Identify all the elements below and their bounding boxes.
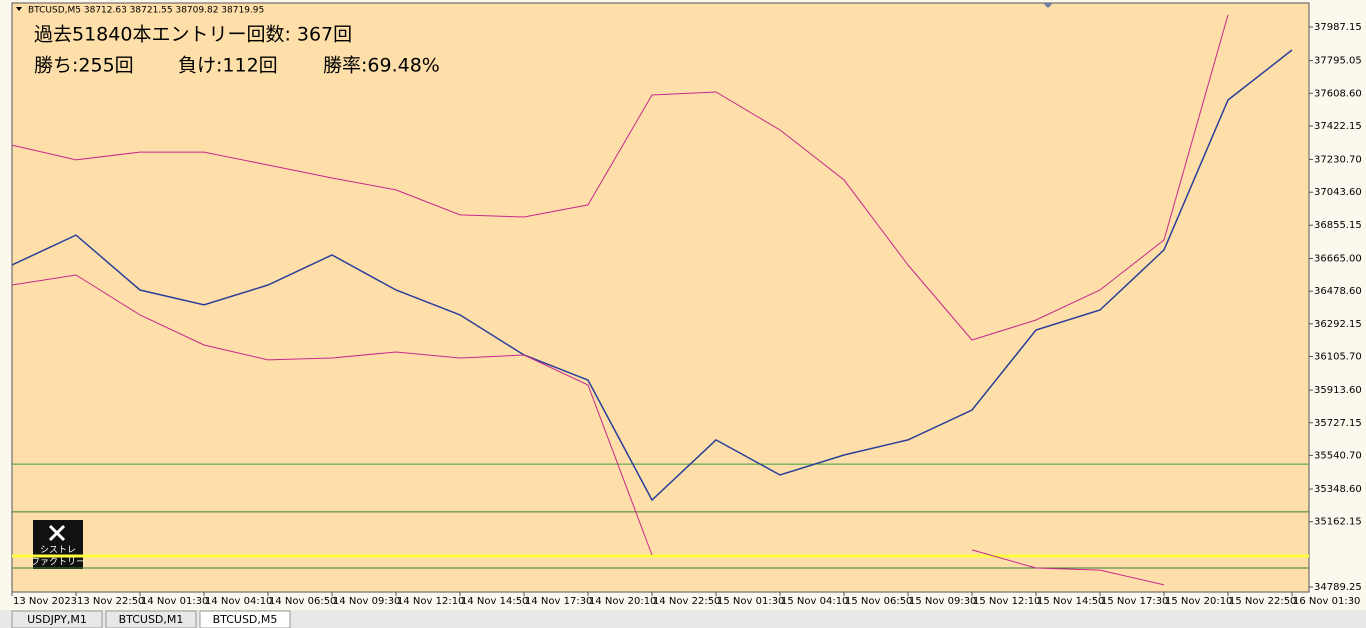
logo-text: シストレ <box>40 546 76 556</box>
plot-area <box>11 2 1310 593</box>
x-tick-label: 14 Nov 01:30 <box>141 596 208 607</box>
x-tick-label: 14 Nov 14:50 <box>461 596 528 607</box>
tab[interactable] <box>105 610 197 628</box>
tab[interactable] <box>199 610 291 628</box>
y-tick-label: 35727.15 <box>1314 418 1362 429</box>
x-tick-label: 15 Nov 17:30 <box>1101 596 1168 607</box>
x-tick-label: 15 Nov 22:50 <box>1229 596 1296 607</box>
x-tick-label: 15 Nov 12:10 <box>973 596 1040 607</box>
x-tick-label: 14 Nov 04:10 <box>205 596 272 607</box>
y-tick-label: 35162.15 <box>1314 517 1362 528</box>
x-tick-label: 13 Nov 22:50 <box>77 596 144 607</box>
stats-rate: 勝率:69.48% <box>323 55 440 77</box>
logo-box <box>33 520 83 569</box>
y-tick-label: 37608.60 <box>1314 88 1362 99</box>
tab[interactable] <box>11 610 103 628</box>
y-tick-label: 37987.15 <box>1314 22 1362 33</box>
tab-bar <box>0 610 1366 628</box>
x-tick-label: 14 Nov 12:10 <box>397 596 464 607</box>
shift-marker <box>1043 3 1053 8</box>
y-tick-label: 36665.00 <box>1314 254 1362 265</box>
x-tick-label: 14 Nov 06:50 <box>269 596 336 607</box>
series-line <box>12 49 1293 502</box>
y-tick-label: 35540.70 <box>1314 450 1362 461</box>
tab-label[interactable]: BTCUSD,M1 <box>119 613 184 626</box>
series-line <box>12 274 1165 586</box>
y-tick-label: 36478.60 <box>1314 286 1362 297</box>
y-tick-label: 37043.60 <box>1314 187 1362 198</box>
chart-header: BTCUSD,M5 38712.63 38721.55 38709.82 387… <box>28 6 264 16</box>
x-tick-label: 13 Nov 2023 <box>13 596 77 607</box>
x-tick-label: 15 Nov 14:50 <box>1037 596 1104 607</box>
tab-label[interactable]: BTCUSD,M5 <box>213 613 278 626</box>
y-tick-label: 37795.05 <box>1314 56 1362 67</box>
x-tick-label: 15 Nov 06:50 <box>845 596 912 607</box>
logo-text: ファクトリー <box>31 557 85 568</box>
y-tick-label: 37230.70 <box>1314 154 1362 165</box>
x-tick-label: 16 Nov 01:30 <box>1293 596 1360 607</box>
logo-icon <box>48 524 66 542</box>
y-tick-label: 36855.15 <box>1314 220 1362 231</box>
x-tick-label: 15 Nov 01:30 <box>717 596 784 607</box>
stats-losses: 負け:112回 <box>178 55 278 77</box>
x-tick-label: 14 Nov 09:30 <box>333 596 400 607</box>
x-tick-label: 14 Nov 17:30 <box>525 596 592 607</box>
x-tick-label: 14 Nov 22:50 <box>653 596 720 607</box>
series-line <box>12 14 1229 341</box>
y-tick-label: 37422.15 <box>1314 121 1362 132</box>
y-tick-label: 36105.70 <box>1314 351 1362 362</box>
x-tick-label: 15 Nov 20:10 <box>1165 596 1232 607</box>
x-tick-label: 14 Nov 20:10 <box>589 596 656 607</box>
y-tick-label: 34789.25 <box>1314 582 1362 593</box>
y-tick-label: 35913.60 <box>1314 385 1362 396</box>
stats-line: 過去51840本エントリー回数: 367回 <box>34 24 352 46</box>
x-tick-label: 15 Nov 09:30 <box>909 596 976 607</box>
x-tick-label: 15 Nov 04:10 <box>781 596 848 607</box>
header-arrow <box>16 7 22 11</box>
y-tick-label: 36292.15 <box>1314 319 1362 330</box>
y-tick-label: 35348.60 <box>1314 484 1362 495</box>
tab-label[interactable]: USDJPY,M1 <box>27 613 87 626</box>
stats-wins: 勝ち:255回 <box>34 55 134 77</box>
